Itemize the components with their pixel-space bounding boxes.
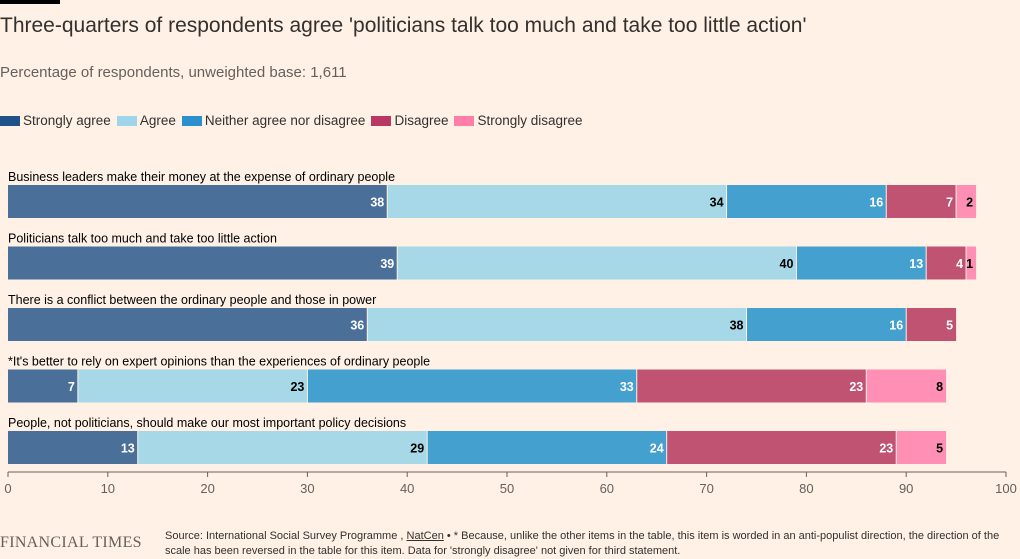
data-label: 23	[879, 442, 893, 456]
legend-item-strongly-agree: Strongly agree	[0, 113, 111, 128]
ft-logo: FINANCIAL TIMES	[0, 534, 142, 551]
x-tick-label: 90	[899, 481, 913, 496]
data-label: 8	[936, 380, 943, 394]
bar-segment	[926, 246, 967, 280]
chart-subtitle: Percentage of respondents, unweighted ba…	[0, 64, 347, 81]
source-link-natcen[interactable]: NatCen	[406, 530, 444, 542]
data-label: 13	[909, 257, 923, 271]
legend-item-disagree: Disagree	[371, 113, 448, 128]
legend-swatch	[0, 115, 20, 126]
category-label: There is a conflict between the ordinary…	[8, 293, 376, 307]
legend-item-neither: Neither agree nor disagree	[181, 113, 366, 128]
bar-segment	[367, 308, 747, 341]
data-label: 33	[620, 380, 634, 394]
legend-item-strongly-disagree: Strongly disagree	[454, 113, 583, 128]
legend-label: Disagree	[394, 113, 449, 128]
data-label: 39	[380, 257, 394, 271]
x-tick-label: 100	[995, 481, 1017, 496]
data-label: 40	[780, 257, 794, 271]
legend-label: Strongly agree	[23, 113, 111, 128]
data-label: 36	[350, 319, 364, 333]
bar-segment	[746, 308, 907, 341]
bar-segment	[966, 246, 977, 280]
x-tick-label: 0	[4, 481, 11, 496]
chart-title: Three-quarters of respondents agree 'pol…	[0, 14, 807, 37]
data-label: 16	[869, 196, 883, 210]
data-label: 13	[121, 442, 135, 456]
legend-label: Neither agree nor disagree	[204, 113, 366, 128]
x-tick-label: 80	[799, 481, 813, 496]
bar-segment	[8, 185, 388, 218]
x-tick-label: 70	[699, 481, 713, 496]
data-label: 29	[410, 442, 424, 456]
brand-bar	[0, 0, 60, 4]
bar-segment	[636, 369, 867, 403]
bar-segment	[387, 185, 727, 218]
category-label: Business leaders make their money at the…	[8, 170, 395, 184]
bar-segment	[8, 431, 138, 464]
data-label: 2	[966, 196, 973, 210]
data-label: 5	[936, 442, 943, 456]
data-label: 7	[946, 196, 953, 210]
legend-swatch	[454, 115, 475, 126]
category-label: People, not politicians, should make our…	[8, 416, 406, 430]
category-label: Politicians talk too much and take too l…	[8, 232, 277, 246]
legend-swatch	[116, 115, 137, 126]
x-tick-label: 50	[500, 481, 514, 496]
bar-segment	[896, 431, 947, 464]
bar-segment	[8, 369, 78, 403]
data-label: 23	[849, 380, 863, 394]
bar-segment	[397, 246, 797, 280]
data-label: 34	[710, 196, 724, 210]
bar-segment	[77, 369, 308, 403]
data-label: 7	[68, 380, 75, 394]
bar-segment	[866, 369, 947, 403]
stacked-bar-chart: Business leaders make their money at the…	[4, 170, 1017, 496]
bar-segment	[666, 431, 897, 464]
x-tick-label: 10	[101, 481, 115, 496]
legend-swatch	[371, 115, 392, 126]
x-tick-label: 40	[400, 481, 414, 496]
data-label: 4	[956, 257, 963, 271]
x-tick-label: 20	[200, 481, 214, 496]
category-label: *It's better to rely on expert opinions …	[8, 355, 430, 369]
x-tick-label: 60	[600, 481, 614, 496]
data-label: 5	[946, 319, 953, 333]
data-label: 23	[290, 380, 304, 394]
data-label: 24	[650, 442, 664, 456]
source-footnote: • * Because, unlike the other items in t…	[165, 530, 1000, 557]
bar-segment	[307, 369, 637, 403]
bar-segment	[906, 308, 957, 341]
source-note: Source: International Social Survey Prog…	[165, 529, 1010, 559]
data-label: 1	[966, 257, 973, 271]
legend-label: Agree	[139, 113, 176, 128]
bar-segment	[8, 308, 368, 341]
bar-segment	[796, 246, 927, 280]
legend-swatch	[181, 115, 202, 126]
x-tick-label: 30	[300, 481, 314, 496]
bar-segment	[726, 185, 887, 218]
bar-segment	[886, 185, 957, 218]
data-label: 38	[730, 319, 744, 333]
legend: Strongly agree Agree Neither agree nor d…	[0, 113, 589, 128]
bar-segment	[8, 246, 398, 280]
bar-segment	[956, 185, 977, 218]
data-label: 16	[889, 319, 903, 333]
source-prefix: Source: International Social Survey Prog…	[165, 530, 404, 542]
bar-segment	[137, 431, 428, 464]
legend-label: Strongly disagree	[477, 113, 583, 128]
bar-segment	[427, 431, 667, 464]
data-label: 38	[370, 196, 384, 210]
legend-item-agree: Agree	[116, 113, 176, 128]
